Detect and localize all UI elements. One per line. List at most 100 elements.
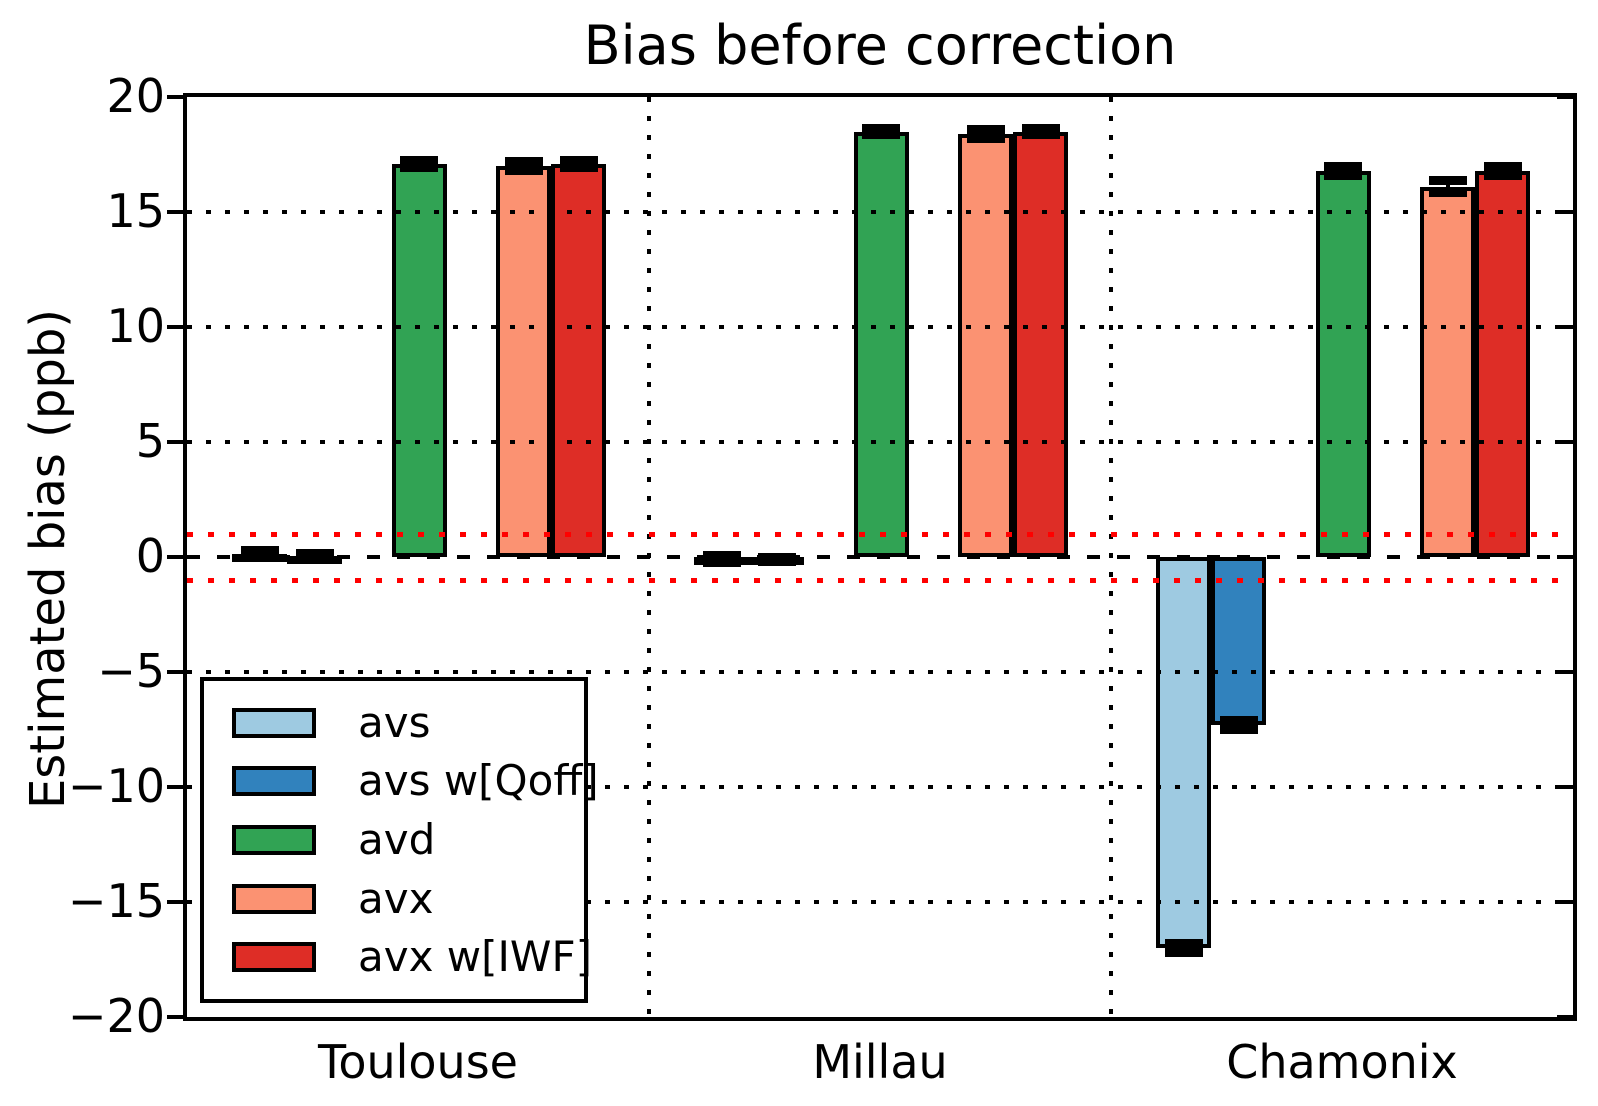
bar-avx bbox=[958, 133, 1014, 557]
bar-avd bbox=[853, 131, 909, 557]
y-tick-mark bbox=[167, 555, 183, 559]
error-bar-cap bbox=[240, 545, 279, 555]
error-bar-stem bbox=[1236, 720, 1241, 730]
error-bar-cap bbox=[1428, 187, 1467, 197]
error-bar-cap bbox=[702, 558, 741, 568]
error-bar-cap bbox=[400, 162, 439, 172]
y-tick-mark bbox=[1557, 1015, 1573, 1019]
legend-label: avs w[Qoff] bbox=[358, 756, 599, 806]
error-bar-stem bbox=[1500, 166, 1505, 176]
y-tick-label: 10 bbox=[106, 299, 165, 353]
reference-line bbox=[187, 577, 1573, 583]
y-tick-mark bbox=[167, 440, 183, 444]
error-bar-cap bbox=[1021, 130, 1060, 140]
y-tick-mark bbox=[167, 785, 183, 789]
error-bar-cap bbox=[400, 155, 439, 165]
y-tick-mark bbox=[167, 325, 183, 329]
x-tick-label: Millau bbox=[812, 1035, 948, 1089]
gridline-dotted bbox=[187, 900, 1573, 904]
x-tick-label: Chamonix bbox=[1226, 1035, 1458, 1089]
bar-avs bbox=[1156, 557, 1211, 948]
y-tick-mark bbox=[167, 95, 183, 99]
gridline-dotted bbox=[187, 325, 1573, 329]
legend-item: avx w[IWF] bbox=[232, 934, 592, 980]
legend-swatch bbox=[232, 707, 316, 738]
bar-avx-w-iwf- bbox=[1013, 131, 1069, 557]
plot-area: avs avs w[Qoff] avd avx avx w[IWF] bbox=[183, 93, 1577, 1021]
legend-swatch bbox=[232, 824, 316, 855]
error-bar-cap bbox=[1219, 715, 1258, 725]
legend: avs avs w[Qoff] avd avx avx w[IWF] bbox=[200, 677, 599, 1003]
error-bar-cap bbox=[1219, 725, 1258, 734]
bar-avs-w-qoff- bbox=[1211, 557, 1266, 725]
y-tick-label: −10 bbox=[67, 759, 165, 813]
gridline-dotted bbox=[187, 785, 1573, 789]
bar-avx-w-iwf- bbox=[1475, 170, 1531, 557]
y-tick-mark bbox=[167, 900, 183, 904]
bar-avx-w-iwf- bbox=[551, 163, 607, 557]
error-bar-cap bbox=[295, 549, 334, 559]
error-bar-cap bbox=[757, 557, 796, 567]
gridlines-layer bbox=[187, 97, 1573, 1017]
bar-avx bbox=[496, 166, 552, 557]
error-bar-cap bbox=[862, 123, 901, 133]
y-tick-mark bbox=[167, 1015, 183, 1019]
bars-layer bbox=[187, 97, 1573, 1017]
x-tick-label: Toulouse bbox=[318, 1035, 518, 1089]
y-tick-label: −20 bbox=[67, 989, 165, 1043]
legend-label: avx w[IWF] bbox=[358, 932, 592, 982]
error-bar-cap bbox=[966, 133, 1005, 143]
legend-label: avx bbox=[358, 873, 434, 923]
error-bar-stem bbox=[1445, 180, 1450, 193]
y-tick-label: 20 bbox=[106, 69, 165, 123]
bar-avx bbox=[1420, 186, 1476, 557]
chart-title: Bias before correction bbox=[583, 14, 1177, 77]
bar-avd bbox=[391, 163, 447, 557]
error-bar-stem bbox=[1341, 166, 1346, 176]
legend-swatch bbox=[232, 883, 316, 914]
bar-avd bbox=[1315, 170, 1371, 557]
error-bar-cap bbox=[1324, 161, 1363, 171]
y-tick-label: 15 bbox=[106, 184, 165, 238]
error-bar-cap bbox=[1164, 948, 1203, 958]
group-separator bbox=[647, 97, 651, 1017]
y-tick-label: −5 bbox=[97, 644, 165, 698]
error-bar-cap bbox=[1483, 170, 1522, 180]
error-bar-cap bbox=[862, 130, 901, 140]
legend-label: avs bbox=[358, 697, 431, 747]
error-bar-cap bbox=[1324, 170, 1363, 180]
y-tick-label: 5 bbox=[135, 414, 165, 468]
legend-item: avd bbox=[232, 814, 584, 864]
reference-line bbox=[187, 531, 1573, 537]
error-bar-stem bbox=[1181, 943, 1186, 953]
legend-label: avd bbox=[358, 814, 436, 864]
gridline-dotted bbox=[187, 440, 1573, 444]
legend-item: avs bbox=[232, 697, 584, 747]
zero-gridline bbox=[187, 555, 1573, 559]
reference-lines-layer bbox=[187, 97, 1573, 1017]
legend-swatch bbox=[232, 766, 316, 797]
error-bar-cap bbox=[966, 124, 1005, 134]
legend-item: avx bbox=[232, 873, 584, 923]
y-tick-mark bbox=[167, 670, 183, 674]
error-bar-cap bbox=[1428, 176, 1467, 186]
error-bar-cap bbox=[504, 166, 543, 176]
gridline-dotted bbox=[187, 210, 1573, 214]
error-bar-cap bbox=[1164, 938, 1203, 948]
group-separator bbox=[1109, 97, 1113, 1017]
gridline-dotted bbox=[187, 670, 1573, 674]
legend-item: avs w[Qoff] bbox=[232, 758, 599, 804]
y-tick-label: −15 bbox=[67, 874, 165, 928]
error-bar-cap bbox=[504, 156, 543, 166]
error-bar-cap bbox=[559, 155, 598, 165]
error-bar-cap bbox=[1021, 123, 1060, 133]
y-tick-mark bbox=[167, 210, 183, 214]
error-bar-stem bbox=[983, 129, 988, 139]
y-tick-mark bbox=[1557, 95, 1573, 99]
y-tick-label: 0 bbox=[135, 529, 165, 583]
error-bar-cap bbox=[559, 162, 598, 172]
error-bar-stem bbox=[521, 161, 526, 171]
legend-swatch bbox=[232, 942, 316, 973]
error-bar-cap bbox=[1483, 161, 1522, 171]
